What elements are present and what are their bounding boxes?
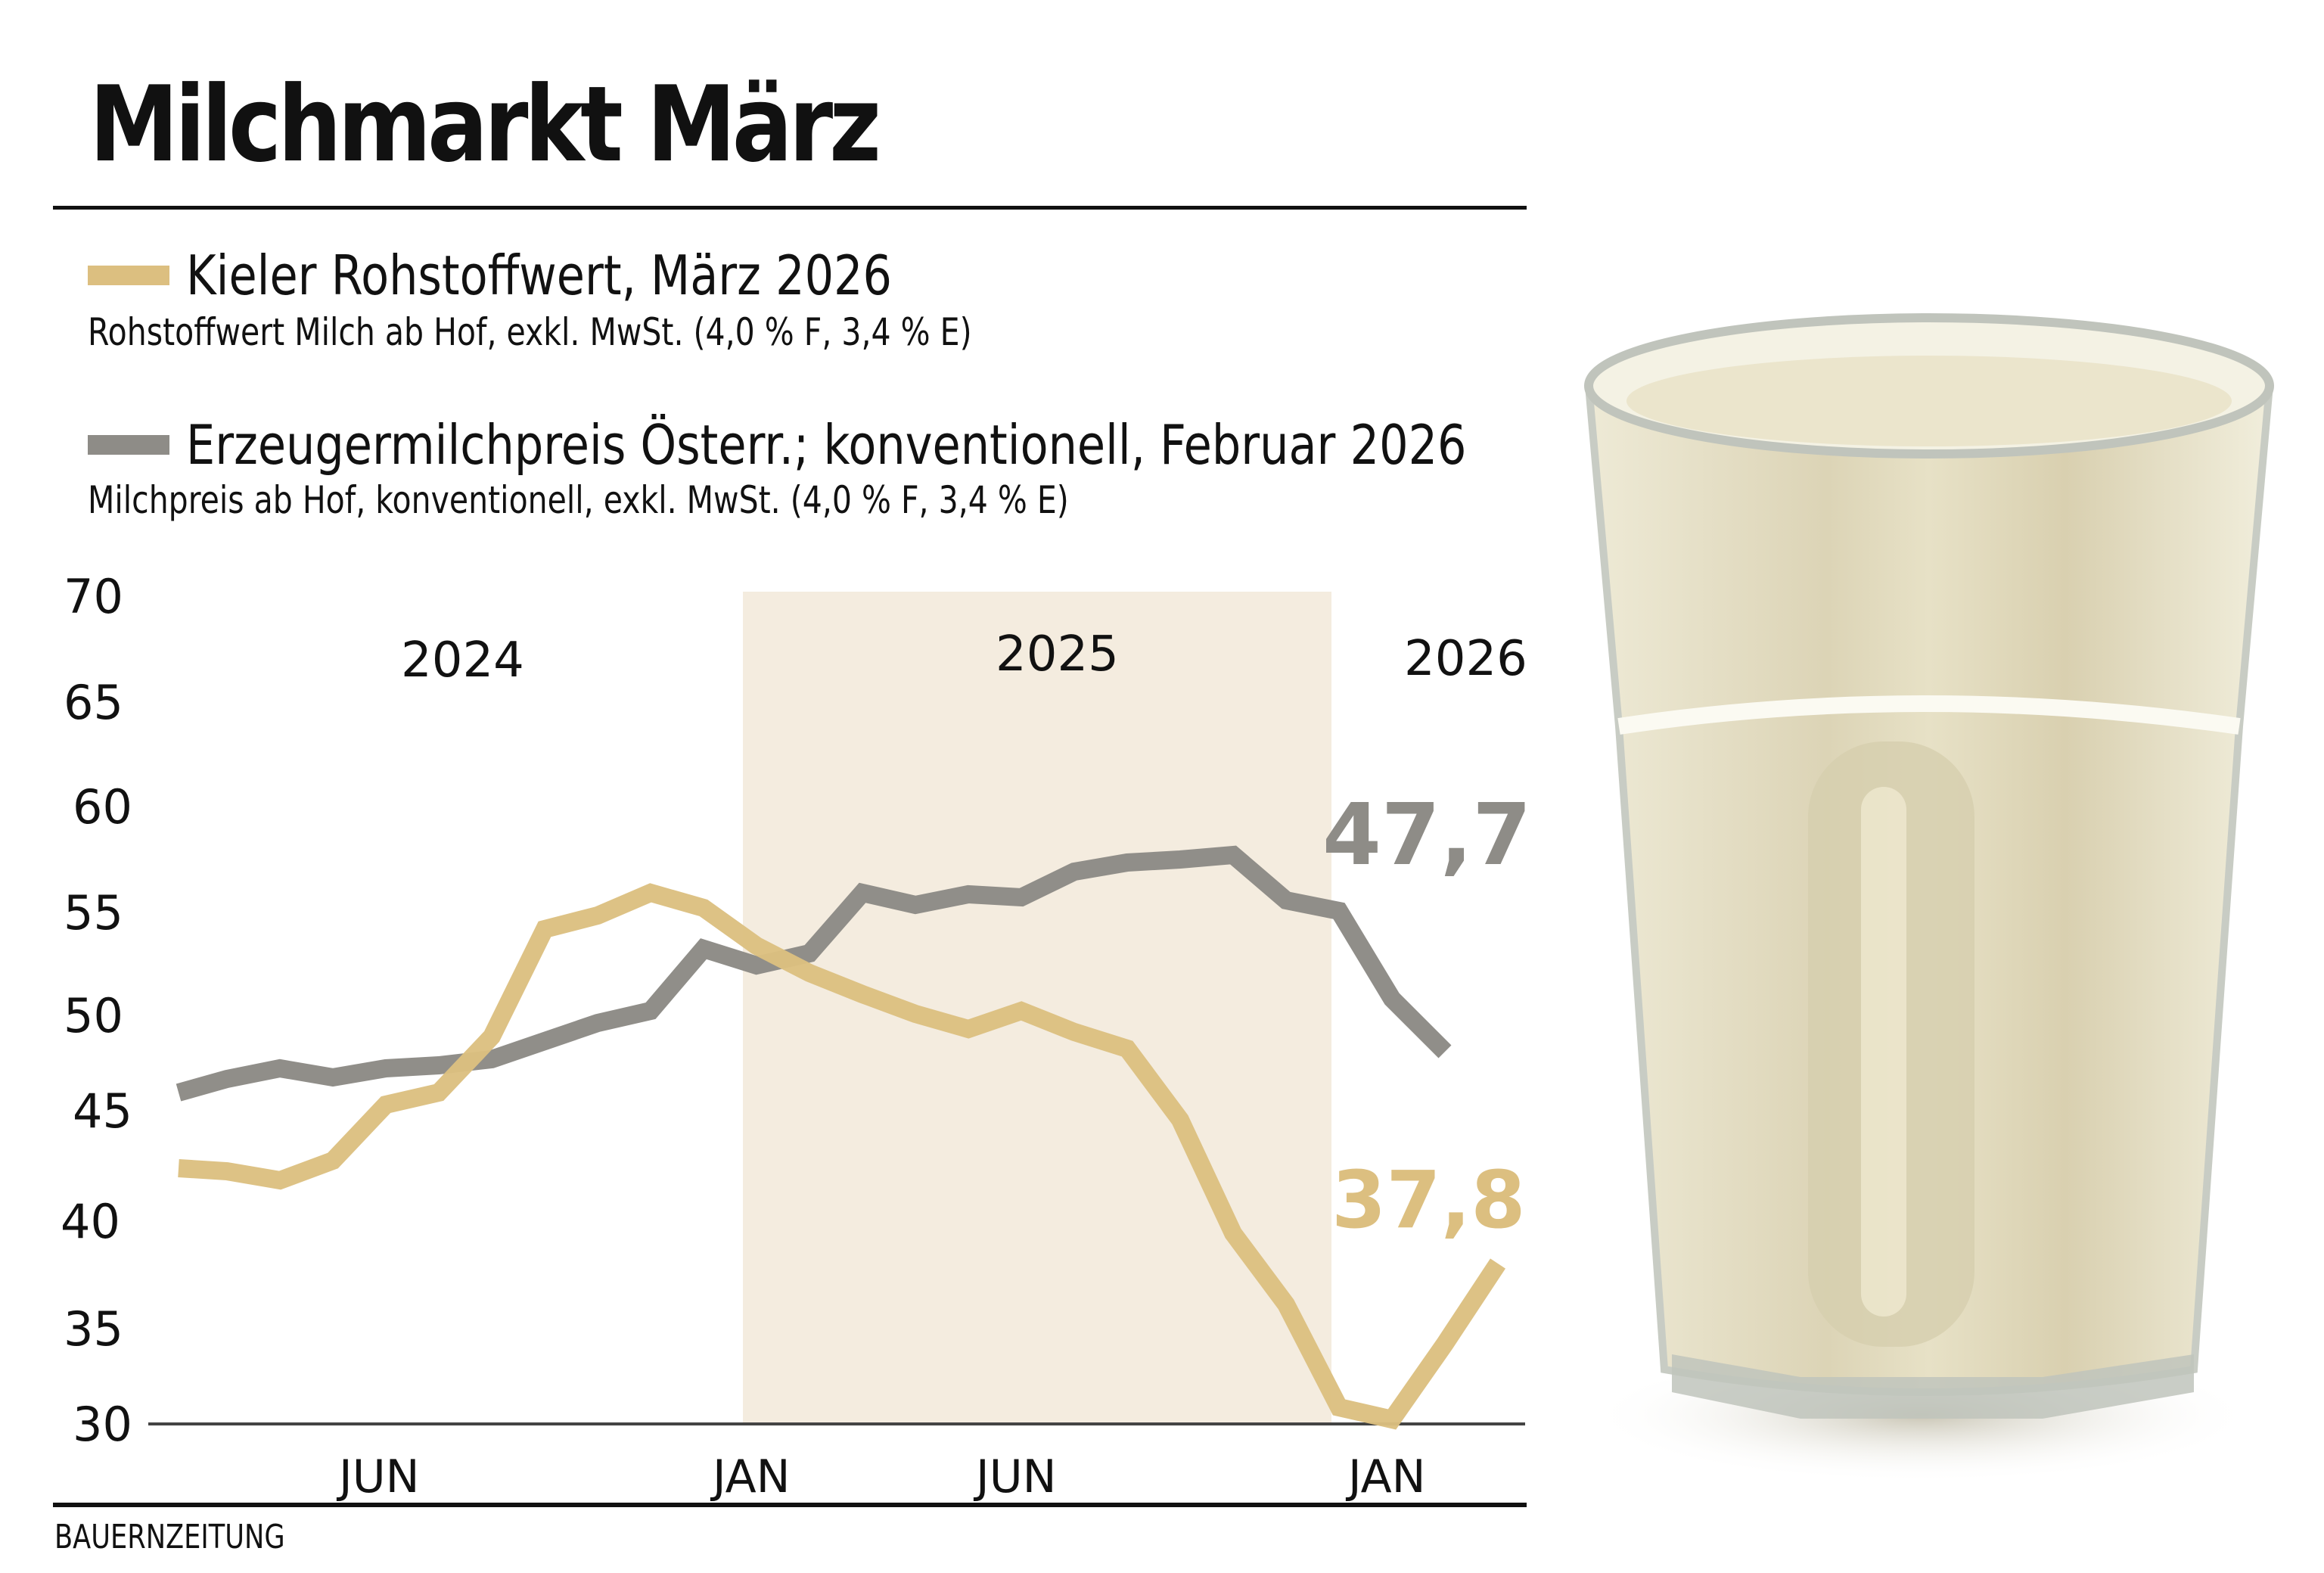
legend-item-erzeugermilchpreis: Erzeugermilchpreis Österr.; konventionel…: [88, 413, 1710, 477]
legend-sublabel: Rohstoffwert Milch ab Hof, exkl. MwSt. (…: [88, 310, 972, 354]
end-label-kieler: 37,8: [1331, 1154, 1526, 1246]
legend-item-kieler: Kieler Rohstoffwert, März 2026: [88, 244, 1027, 307]
source-credit: BAUERNZEITUNG: [54, 1518, 285, 1556]
title-divider: [53, 206, 1527, 210]
x-tick-label: JAN: [1345, 1450, 1426, 1503]
legend-swatch-gold: [88, 266, 169, 285]
year-labels: 2024 2025 2026: [401, 626, 1527, 689]
y-tick-label: 70: [64, 569, 123, 624]
legend-label: Erzeugermilchpreis Österr.; konventionel…: [186, 413, 1467, 477]
year-label-2024: 2024: [401, 633, 524, 689]
y-tick-label: 50: [64, 988, 123, 1043]
legend-swatch-gray: [88, 435, 169, 455]
y-tick-label: 40: [61, 1194, 120, 1249]
end-label-erzeugermilchpreis: 47,7: [1322, 786, 1531, 884]
glass-base: [1672, 1354, 2194, 1419]
milk-glass-illustration: [1584, 313, 2274, 1483]
page-title: Milchmarkt März: [89, 64, 881, 185]
year-label-2026: 2026: [1404, 631, 1527, 687]
y-tick-label: 30: [73, 1397, 132, 1452]
series-erzeugermilchpreis-line: [176, 845, 1452, 1102]
y-tick-label: 65: [64, 675, 123, 730]
label-clip-mask: [1528, 787, 1619, 893]
milk-surface: [1626, 356, 2232, 446]
year-label-2025: 2025: [996, 626, 1119, 682]
footer-divider: [53, 1503, 1527, 1507]
x-tick-label: JUN: [973, 1450, 1057, 1503]
legend-sublabel: Milchpreis ab Hof, konventionell, exkl. …: [88, 478, 1069, 522]
x-tick-label: JAN: [710, 1450, 791, 1503]
y-tick-label: 60: [73, 779, 132, 835]
y-axis: 70 65 60 55 50 45 40 35 30: [61, 569, 132, 1452]
glass-highlight: [1861, 787, 1906, 1317]
glass-facet-edge: [1617, 695, 2241, 735]
y-tick-label: 35: [64, 1301, 123, 1357]
series-kieler-rohstoffwert-line: [178, 883, 1506, 1430]
legend-label: Kieler Rohstoffwert, März 2026: [186, 244, 893, 307]
year-2025-band: [743, 592, 1331, 1422]
x-tick-label: JUN: [336, 1450, 420, 1503]
y-tick-label: 55: [64, 885, 123, 940]
y-tick-label: 45: [73, 1083, 132, 1139]
x-axis: JUN JAN JUN JAN: [336, 1450, 1426, 1503]
